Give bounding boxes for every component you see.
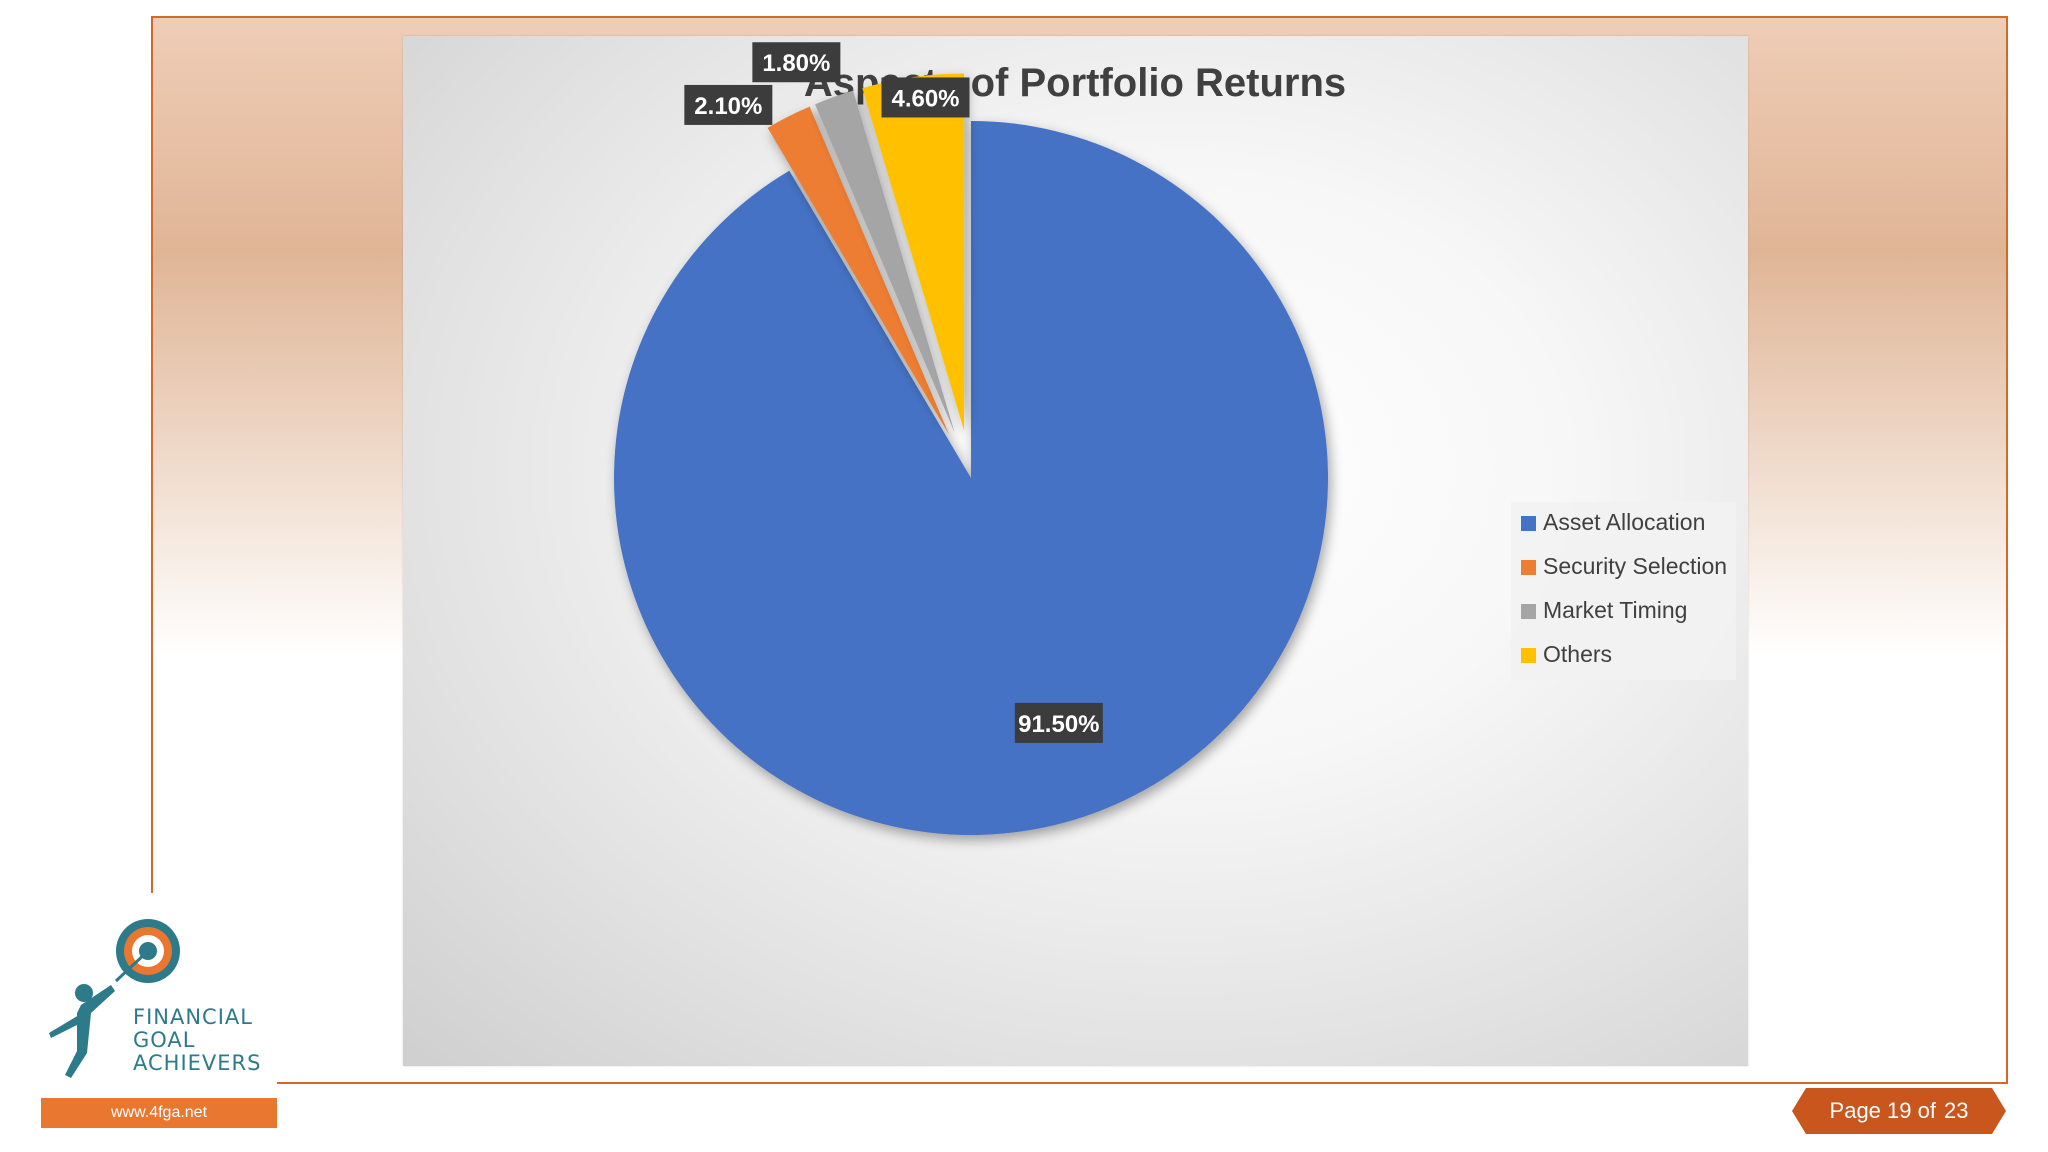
logo-line-3: ACHIEVERS (133, 1051, 262, 1075)
data-label-security-selection: 2.10% (684, 84, 773, 125)
data-label-background (881, 77, 970, 118)
legend-swatch-security-selection (1521, 560, 1536, 575)
data-label-market-timing: 1.80% (752, 42, 841, 83)
logo-target-icon (49, 919, 180, 1078)
page-total: 23 (1943, 1098, 1969, 1123)
data-label-background (684, 84, 773, 125)
chart-legend: Asset Allocation Security Selection Market… (1511, 502, 1736, 680)
chart-area: Aspects of Portfolio Returns 91.50% 2.10%… (403, 36, 1748, 1066)
data-label-text: 2.10% (694, 93, 762, 120)
logo-line-2: GOAL (133, 1028, 196, 1052)
data-label-text: 1.80% (762, 50, 830, 77)
logo-line-1: FINANCIAL (133, 1005, 253, 1029)
page-label: Page 19 of (1829, 1098, 1936, 1123)
company-logo: FINANCIAL GOAL ACHIEVERS (41, 893, 277, 1098)
legend-background (1511, 502, 1736, 680)
data-label-asset-allocation: 91.50% (1014, 702, 1103, 743)
legend-swatch-others (1521, 648, 1536, 663)
pie-slice-market-timing (815, 90, 955, 433)
legend-label-security-selection: Security Selection (1543, 553, 1727, 579)
pie-slice-others (862, 73, 965, 431)
page-indicator: Page 19 of 23 (1792, 1088, 2006, 1134)
legend-swatch-asset-allocation (1521, 516, 1536, 531)
legend-swatch-market-timing (1521, 604, 1536, 619)
data-label-background (1014, 702, 1103, 743)
legend-label-others: Others (1543, 641, 1612, 667)
data-label-text: 4.60% (891, 85, 959, 112)
legend-label-market-timing: Market Timing (1543, 597, 1687, 623)
data-label-others: 4.60% (881, 77, 970, 118)
pie-slice-security-selection (767, 106, 950, 436)
pie-chart: Aspects of Portfolio Returns 91.50%2.10%… (613, 42, 1736, 836)
website-link[interactable]: www.4fga.net (41, 1098, 277, 1128)
data-label-text: 91.50% (1018, 711, 1099, 738)
pie-slice-asset-allocation (613, 121, 1328, 836)
legend-label-asset-allocation: Asset Allocation (1543, 509, 1705, 535)
data-label-background (752, 42, 841, 83)
